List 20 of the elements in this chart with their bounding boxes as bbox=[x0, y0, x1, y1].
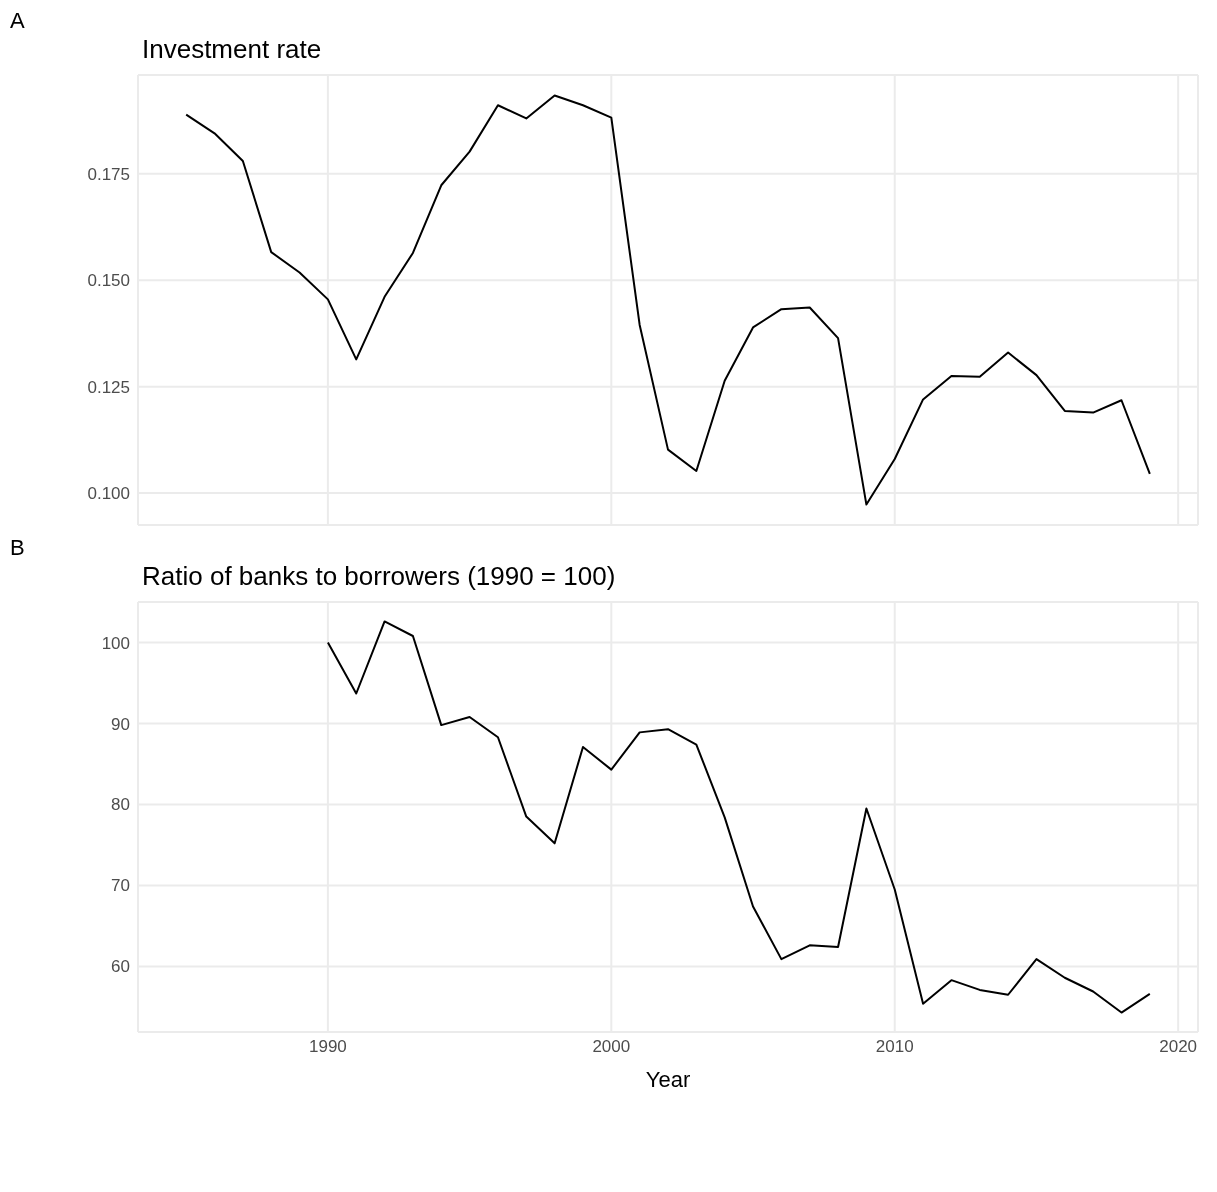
line-series bbox=[185, 94, 1151, 506]
x-tick-label: 2000 bbox=[592, 1037, 631, 1057]
line-series bbox=[326, 620, 1151, 1014]
y-tick-label: 0.150 bbox=[87, 271, 130, 291]
y-tick-label: 0.125 bbox=[87, 377, 130, 397]
x-tick-label: 2020 bbox=[1159, 1037, 1198, 1057]
text: B bbox=[10, 535, 26, 561]
y-tick-label: 70 bbox=[111, 876, 130, 896]
y-tick-label: 0.175 bbox=[87, 164, 130, 184]
x-tick-label: 2010 bbox=[875, 1037, 914, 1057]
x-axis-title: Year bbox=[645, 1067, 691, 1092]
y-tick-label: 0.100 bbox=[87, 484, 130, 504]
y-tick-label: 80 bbox=[111, 795, 130, 815]
chart-title: Investment rate bbox=[142, 34, 323, 65]
text: A bbox=[10, 8, 26, 34]
chart-title: Ratio of banks to borrowers (1990 = 100) bbox=[142, 561, 617, 592]
x-tick-label: 1990 bbox=[308, 1037, 347, 1057]
y-tick-label: 100 bbox=[101, 633, 130, 653]
y-tick-label: 90 bbox=[111, 714, 130, 734]
y-tick-label: 60 bbox=[111, 957, 130, 977]
